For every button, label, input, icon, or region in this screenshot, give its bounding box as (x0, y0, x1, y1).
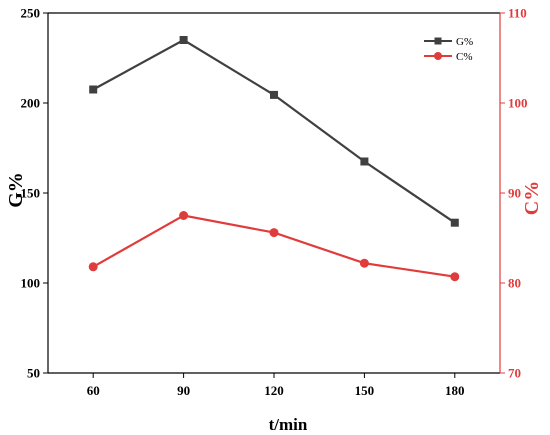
legend-item-c: C% (424, 51, 473, 63)
x-tick-label: 150 (355, 383, 375, 398)
y-left-tick-label: 200 (21, 96, 41, 111)
x-tick-label: 180 (445, 383, 465, 398)
data-point (269, 228, 279, 238)
y-left-tick-label: 150 (21, 186, 41, 201)
data-point (359, 258, 369, 268)
y-right-tick-label: 80 (508, 276, 521, 291)
series-line (92, 38, 456, 224)
series-layer (88, 36, 460, 282)
data-point (179, 36, 188, 44)
x-tick-label: 60 (87, 383, 100, 398)
y-left-tick-label: 250 (21, 6, 41, 21)
legend: G% C% (424, 36, 473, 63)
x-tick-label: 120 (264, 383, 284, 398)
y-left-tick-label: 100 (21, 276, 41, 291)
series-c (88, 211, 460, 282)
series-g (89, 36, 459, 227)
left-axis-ticks: 50 100 150 200 250 (21, 6, 48, 381)
x-axis-ticks: 60 90 120 150 180 (87, 373, 465, 398)
y-axis-title-right: C% (521, 181, 543, 215)
axes (47, 12, 501, 374)
legend-swatch-c-marker (434, 52, 442, 60)
data-point (89, 85, 98, 94)
y-right-tick-label: 100 (508, 96, 528, 111)
series-line (92, 214, 455, 278)
data-point (270, 90, 278, 99)
x-tick-label: 90 (177, 383, 190, 398)
right-axis-ticks: 70 80 90 100 110 (500, 6, 528, 381)
data-point (360, 157, 369, 166)
y-right-tick-label: 110 (508, 6, 527, 21)
y-left-tick-label: 50 (27, 366, 40, 381)
legend-swatch-g-marker (434, 37, 442, 45)
data-point (88, 262, 98, 272)
y-right-tick-label: 70 (508, 366, 521, 381)
legend-label-g: G% (456, 36, 473, 48)
y-axis-title-left: G% (5, 172, 27, 208)
legend-item-g: G% (424, 36, 473, 48)
y-right-tick-label: 90 (508, 186, 521, 201)
data-point (450, 218, 459, 227)
legend-label-c: C% (456, 51, 473, 63)
data-point (450, 272, 460, 282)
data-point (179, 211, 189, 220)
x-axis-title: t/min (269, 415, 308, 434)
